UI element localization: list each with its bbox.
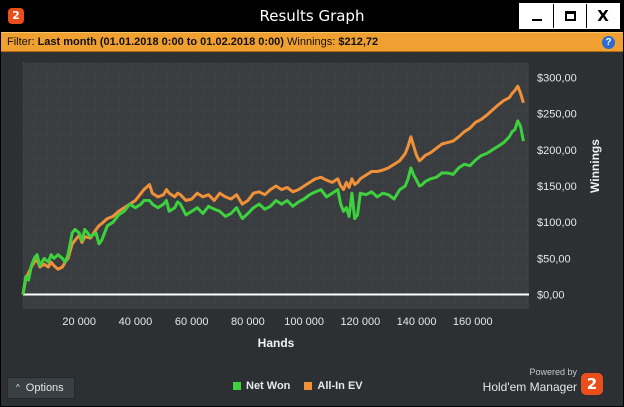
winnings-label: Winnings: <box>287 36 336 48</box>
y-tick-label: $300,00 <box>537 72 577 84</box>
y-tick-label: $100,00 <box>537 217 577 229</box>
legend-item-all-in-ev[interactable]: All-In EV <box>304 380 363 392</box>
x-tick-label: 140 000 <box>397 316 437 328</box>
filter-period: Last month (01.01.2018 0:00 to 01.02.201… <box>37 36 284 48</box>
window-title: Results Graph <box>259 7 365 25</box>
x-tick-label: 160 000 <box>453 316 493 328</box>
legend-item-net-won[interactable]: Net Won <box>233 380 290 392</box>
x-tick-label: 100 000 <box>284 316 324 328</box>
y-tick-label: $250,00 <box>537 109 577 121</box>
y-axis-label: Winnings <box>588 139 602 193</box>
y-tick-label: $0,00 <box>537 290 565 302</box>
options-label: Options <box>25 382 64 394</box>
hem-logo-icon: 2 <box>581 373 603 395</box>
x-axis-label: Hands <box>258 336 295 350</box>
minimize-icon <box>531 19 542 21</box>
series-line-net-won <box>21 119 525 295</box>
legend-label-net-won: Net Won <box>246 380 291 392</box>
y-tick-label: $200,00 <box>537 145 577 157</box>
options-button[interactable]: ^ Options <box>7 377 75 399</box>
x-tick-label: 60 000 <box>175 316 209 328</box>
y-tick-label: $50,00 <box>537 253 571 265</box>
maximize-button[interactable] <box>553 4 586 28</box>
filter-bar[interactable]: Filter: Last month (01.01.2018 0:00 to 0… <box>1 32 623 52</box>
window-controls: X <box>519 3 620 29</box>
app-logo-icon: 2 <box>8 8 24 24</box>
y-axis-ticks: $0,00 $50,00 $100,00 $150,00 $200,00 $250,00 $… <box>537 72 577 301</box>
x-tick-label: 80 000 <box>231 316 265 328</box>
winnings-value: $212,72 <box>338 36 379 48</box>
x-tick-label: 120 000 <box>340 316 380 328</box>
minimize-button[interactable] <box>520 4 553 28</box>
x-axis-ticks: 20 000 40 000 60 000 80 000 100 000 120 000 14… <box>62 316 492 328</box>
x-tick-label: 20 000 <box>62 316 96 328</box>
chevron-up-icon: ^ <box>16 383 20 392</box>
maximize-icon <box>564 11 576 21</box>
branding: Powered by Hold'em Manager 2 <box>479 367 607 401</box>
results-chart: 20 000 40 000 60 000 80 000 100 000 120 000 14… <box>21 62 602 350</box>
x-tick-label: 40 000 <box>119 316 153 328</box>
legend-swatch-net-won <box>233 382 241 390</box>
help-icon[interactable]: ? <box>602 36 615 49</box>
title-bar[interactable]: 2 Results Graph X <box>1 1 623 32</box>
close-button[interactable]: X <box>586 4 619 28</box>
series-lines <box>21 84 525 295</box>
legend-label-all-in-ev: All-In EV <box>317 380 363 392</box>
y-tick-label: $150,00 <box>537 181 577 193</box>
filter-label: Filter: <box>7 36 35 48</box>
chart-legend: Net Won All-In EV <box>233 379 377 393</box>
powered-by-text: Powered by <box>529 367 577 377</box>
product-name: Hold'em Manager <box>482 380 577 394</box>
legend-swatch-all-in-ev <box>304 382 313 390</box>
